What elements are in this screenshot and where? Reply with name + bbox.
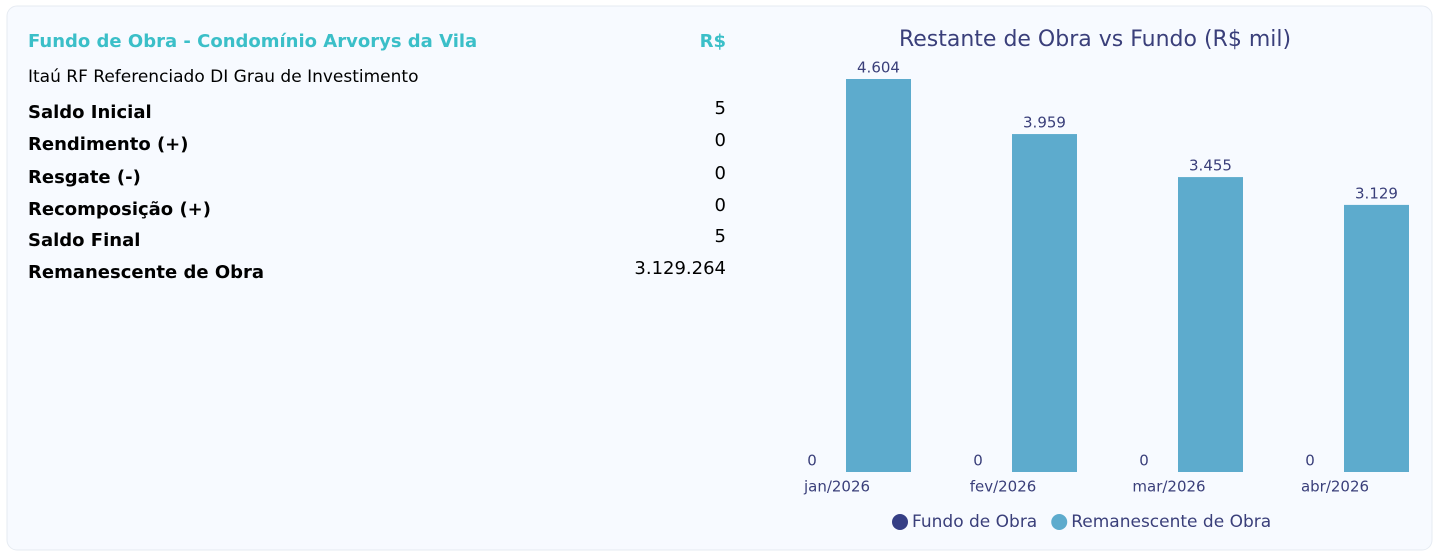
legend-swatch	[1051, 514, 1068, 530]
row-label: Saldo Final	[28, 230, 140, 251]
panel-title: Fundo de Obra - Condomínio Arvorys da Vi…	[28, 31, 477, 52]
chart-title: Restante de Obra vs Fundo (R$ mil)	[899, 27, 1291, 52]
row-label: Resgate (-)	[28, 167, 141, 188]
data-label: 3.959	[1023, 114, 1066, 132]
row-value: 0	[715, 163, 726, 184]
bar	[1178, 177, 1243, 472]
row-label: Saldo Inicial	[28, 102, 152, 123]
x-tick-label: jan/2026	[803, 478, 870, 496]
row-value: 5	[715, 98, 726, 119]
panel-subtitle: Itaú RF Referenciado DI Grau de Investim…	[28, 67, 419, 87]
data-label: 0	[807, 452, 817, 470]
x-tick-label: mar/2026	[1132, 478, 1205, 496]
currency: R$	[700, 31, 726, 52]
x-tick-label: abr/2026	[1301, 478, 1369, 496]
row-label: Rendimento (+)	[28, 134, 189, 155]
data-label: 3.129	[1355, 184, 1398, 202]
bar	[846, 79, 911, 472]
row-value: 0	[715, 195, 726, 216]
legend-swatch	[892, 514, 908, 530]
data-label: 0	[1305, 452, 1315, 470]
bar	[1012, 134, 1077, 472]
row-value: 5	[715, 226, 726, 247]
legend-label: Remanescente de Obra	[1071, 512, 1271, 532]
bar	[1344, 204, 1409, 473]
data-label: 0	[973, 452, 983, 470]
legend-label: Fundo de Obra	[912, 512, 1037, 532]
x-tick-label: fev/2026	[970, 478, 1037, 496]
row-label: Recomposição (+)	[28, 199, 211, 220]
row-value: 0	[715, 130, 726, 151]
row-label: Remanescente de Obra	[28, 262, 264, 283]
data-label: 3.455	[1189, 157, 1232, 175]
row-value: 3.129.264	[634, 258, 726, 279]
data-label: 0	[1139, 452, 1149, 470]
data-label: 4.604	[857, 59, 900, 77]
